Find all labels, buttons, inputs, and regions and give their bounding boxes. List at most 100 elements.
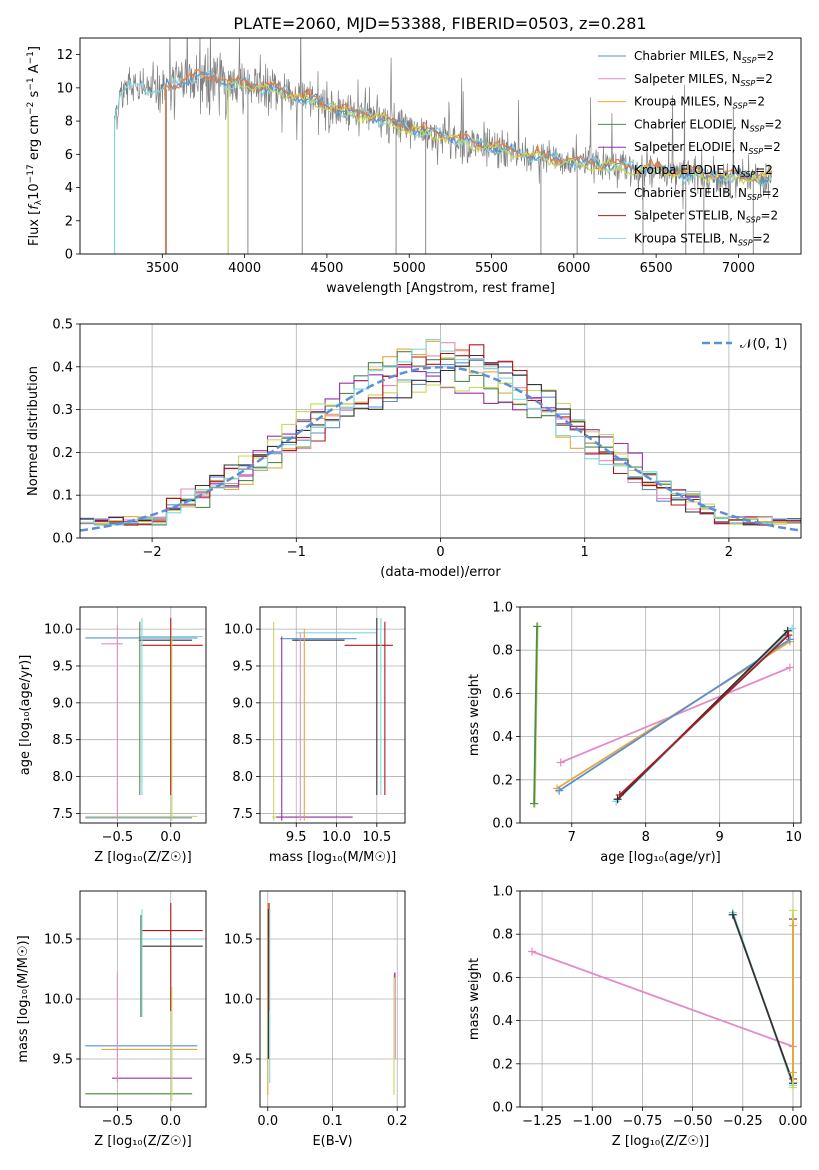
- x-axis-label: mass [log₁₀(M/M☉)]: [269, 850, 396, 865]
- y-tick-label: 10.5: [44, 933, 73, 948]
- x-tick-label: 8: [642, 830, 650, 845]
- x-tick-label: 9: [716, 830, 724, 845]
- y-tick-label: 4: [65, 181, 73, 196]
- legend-label: Salpeter ELODIE, NSSP=2: [634, 140, 781, 156]
- residual-histogram: [80, 354, 801, 526]
- y-tick-label: 9.5: [52, 659, 73, 674]
- y-tick-label: 0.8: [492, 928, 513, 943]
- axes-frame: [79, 890, 207, 1108]
- y-tick-label: 0.0: [492, 1101, 513, 1116]
- x-tick-label: 10: [785, 830, 802, 845]
- x-tick-label: 3500: [146, 261, 179, 276]
- weight-line: [533, 626, 538, 804]
- y-tick-label: 9.0: [52, 696, 73, 711]
- x-tick-label: 7000: [722, 261, 755, 276]
- y-tick-label: 0.2: [492, 1057, 513, 1072]
- weight-vs-age-axes: 7 8 9 10 0.0 0.2 0.4 0.6 0.8 1.0 age [log₁₀(age/yr…: [467, 601, 802, 866]
- y-tick-label: 12: [56, 48, 73, 63]
- model-spectrum: [227, 80, 772, 254]
- x-tick-label: 7: [568, 830, 576, 845]
- x-tick-label: −0.5: [102, 1114, 134, 1129]
- y-tick-label: 1.0: [492, 885, 513, 900]
- y-axis-label: Flux [fλ10−17 erg cm−2 s−1 A−1]: [26, 46, 44, 246]
- y-axis-label: age [log₁₀(age/yr)]: [18, 655, 33, 776]
- residual-histogram: [80, 344, 801, 526]
- x-tick-label: 4000: [228, 261, 261, 276]
- x-tick-label: 5500: [475, 261, 508, 276]
- data-marker: [533, 622, 542, 631]
- y-tick-label: 0: [65, 248, 73, 263]
- y-axis-label: mass weight: [467, 674, 482, 756]
- x-tick-label: −1.00: [572, 1114, 612, 1129]
- data-marker: [788, 921, 797, 930]
- x-tick-label: −1: [287, 545, 306, 560]
- weight-vs-Z-axes: −1.25 −1.00 −0.75 −0.50 −0.25 0.00 0.0 0.2 0.4 0.…: [467, 885, 807, 1150]
- data-marker: [788, 1068, 797, 1077]
- legend-label: Chabrier MILES, NSSP=2: [634, 49, 774, 65]
- weight-line: [731, 914, 794, 1084]
- y-tick-label: 8.0: [52, 770, 73, 785]
- y-tick-label: 10: [56, 81, 73, 96]
- x-tick-label: −2: [143, 545, 162, 560]
- y-tick-label: 8.5: [52, 733, 73, 748]
- y-tick-label: 9.5: [232, 659, 253, 674]
- data-marker: [728, 910, 737, 919]
- x-tick-label: −0.75: [623, 1114, 663, 1129]
- y-tick-label: 9.5: [232, 1053, 253, 1068]
- axes-frame: [519, 890, 802, 1108]
- y-tick-label: 6: [65, 148, 73, 163]
- y-tick-label: 10.0: [44, 623, 73, 638]
- weight-line: [531, 950, 794, 1048]
- y-tick-label: 2: [65, 214, 73, 229]
- data-marker: [783, 626, 792, 635]
- x-axis-label: E(B-V): [312, 1134, 352, 1149]
- x-axis-label: wavelength [Angstrom, rest frame]: [326, 281, 555, 296]
- y-tick-label: 10.0: [44, 993, 73, 1008]
- x-tick-label: 1: [581, 545, 589, 560]
- legend-label: Salpeter STELIB, NSSP=2: [634, 209, 778, 225]
- data-marker: [788, 906, 797, 915]
- x-tick-label: −1.25: [522, 1114, 562, 1129]
- x-axis-label: Z [log₁₀(Z/Z☉)]: [94, 850, 191, 865]
- legend-label: Salpeter MILES, NSSP=2: [634, 72, 773, 88]
- age-vs-Z-axes: −0.5 0.0 7.5 8.0 8.5 9.0 9.5 10.0 Z [log₁₀(Z/Z☉)…: [18, 606, 207, 865]
- x-tick-label: −0.50: [673, 1114, 713, 1129]
- data-marker: [613, 795, 622, 804]
- data-marker: [784, 631, 793, 640]
- y-tick-label: 0.3: [52, 403, 73, 418]
- figure-title: PLATE=2060, MJD=53388, FIBERID=0503, z=0…: [233, 14, 646, 33]
- y-tick-label: 7.5: [52, 807, 73, 822]
- x-tick-label: 10.0: [322, 830, 351, 845]
- x-tick-label: 6500: [640, 261, 673, 276]
- data-marker: [615, 790, 624, 799]
- y-tick-label: 0.2: [52, 446, 73, 461]
- mass-vs-Z-axes: −0.5 0.0 9.5 10.0 10.5 Z [log₁₀(Z/Z☉)] mass [l…: [16, 890, 207, 1149]
- y-tick-label: 0.0: [52, 532, 73, 547]
- x-tick-label: 0.2: [387, 1114, 408, 1129]
- y-tick-label: 10.0: [224, 993, 253, 1008]
- axes-frame: [259, 606, 406, 824]
- data-marker: [555, 786, 564, 795]
- data-marker: [528, 947, 537, 956]
- x-tick-label: 6000: [557, 261, 590, 276]
- y-tick-label: 0.6: [492, 971, 513, 986]
- legend-label: Chabrier STELIB, NSSP=2: [634, 186, 779, 202]
- model-spectrum: [165, 70, 772, 254]
- legend-label: Kroupa ELODIE, NSSP=2: [634, 163, 773, 179]
- y-tick-label: 0.1: [52, 489, 73, 504]
- normal-curve: [80, 366, 799, 532]
- axes-frame: [259, 890, 406, 1108]
- y-tick-label: 7.5: [232, 807, 253, 822]
- data-marker: [556, 758, 565, 767]
- x-tick-label: 4500: [310, 261, 343, 276]
- y-tick-label: 0.6: [492, 687, 513, 702]
- y-axis-label: Normed distribution: [26, 366, 41, 496]
- axes-frame: [79, 323, 802, 539]
- y-tick-label: 9.0: [232, 696, 253, 711]
- data-marker: [788, 624, 797, 633]
- y-tick-label: 8: [65, 115, 73, 130]
- y-tick-label: 0.2: [492, 773, 513, 788]
- y-tick-label: 1.0: [492, 601, 513, 616]
- x-tick-label: 2: [725, 545, 733, 560]
